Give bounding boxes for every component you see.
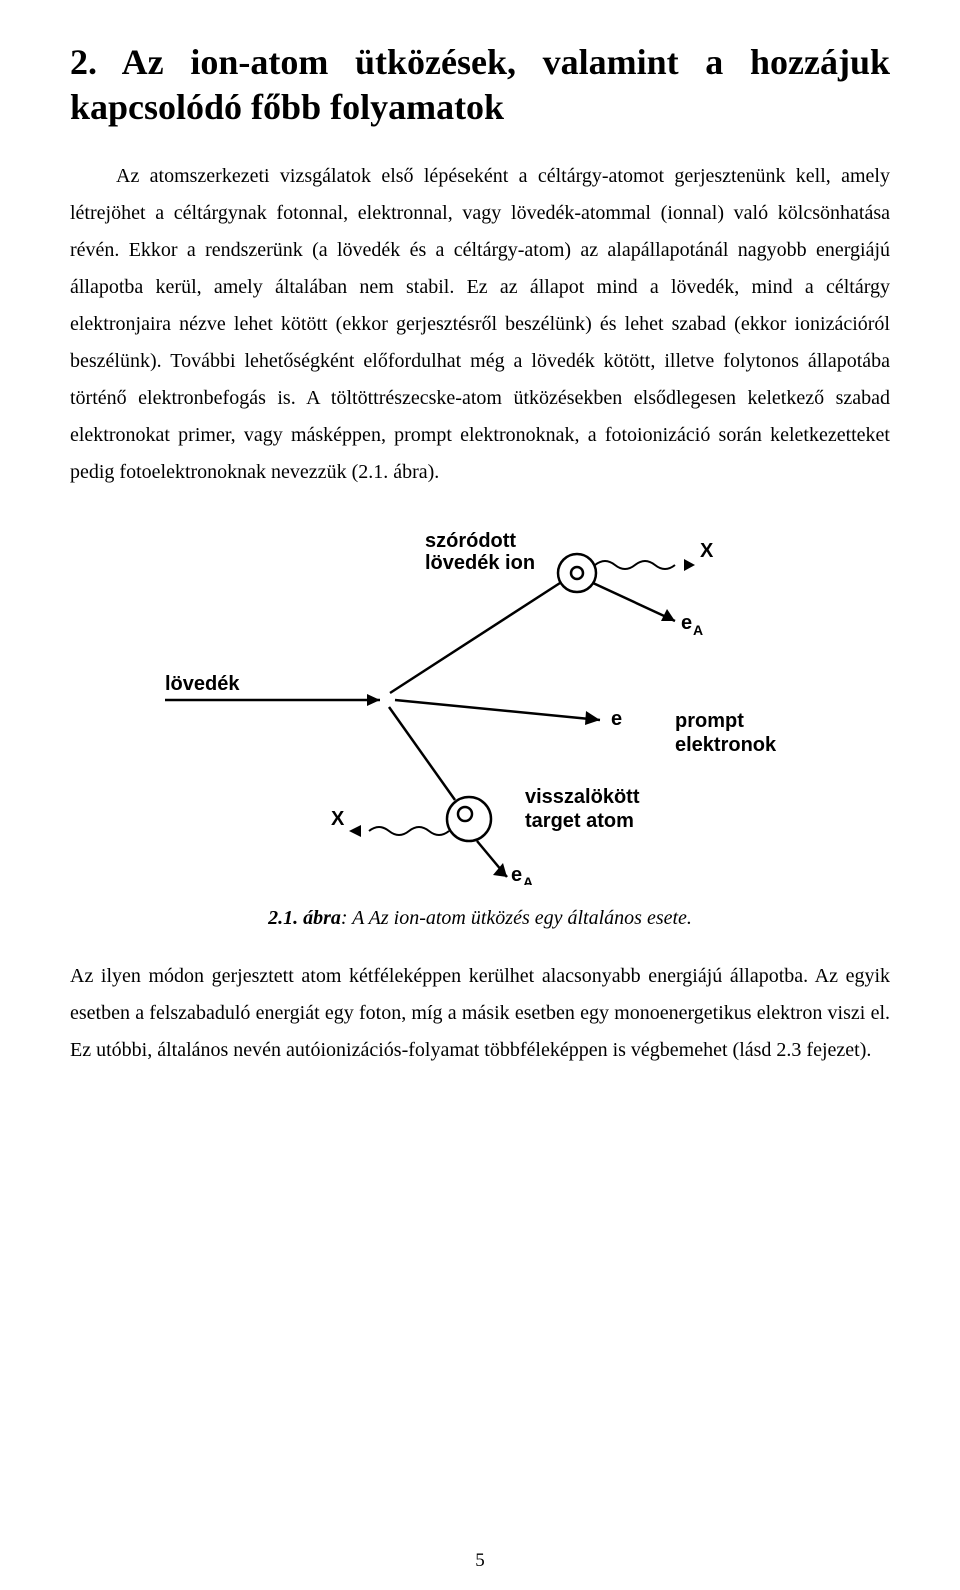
label-scattered-2: lövedék ion: [425, 552, 535, 574]
section-heading: 2. Az ion-atom ütközések, valamint a hoz…: [70, 40, 890, 130]
label-ea-top-a: A: [693, 622, 703, 638]
label-ea-top-e: e: [681, 612, 692, 634]
label-x-bottom: X: [331, 808, 345, 830]
caption-label: 2.1. ábra: [268, 907, 341, 929]
collision-diagram: szóródott lövedék ion X e A lövedék e pr…: [155, 525, 805, 885]
label-recoil-1: visszalökött: [525, 786, 640, 808]
paragraph-1: Az atomszerkezeti vizsgálatok első lépés…: [70, 158, 890, 491]
paragraph-2: Az ilyen módon gerjesztett atom kétfélek…: [70, 958, 890, 1069]
label-recoil-2: target atom: [525, 810, 634, 832]
figure-2-1: szóródott lövedék ion X e A lövedék e pr…: [70, 525, 890, 885]
page-number: 5: [0, 1550, 960, 1572]
label-ea-bot-a: A: [523, 874, 533, 885]
label-x-top: X: [700, 540, 714, 562]
label-prompt-2: elektronok: [675, 734, 777, 756]
label-prompt-1: prompt: [675, 710, 744, 732]
label-projectile: lövedék: [165, 673, 240, 695]
figure-caption: 2.1. ábra: A Az ion-atom ütközés egy ált…: [70, 907, 890, 930]
label-scattered-1: szóródott: [425, 530, 516, 552]
label-e: e: [611, 708, 622, 730]
caption-text: : A Az ion-atom ütközés egy általános es…: [341, 907, 692, 929]
label-ea-bot-e: e: [511, 864, 522, 885]
page: 2. Az ion-atom ütközések, valamint a hoz…: [0, 0, 960, 1590]
